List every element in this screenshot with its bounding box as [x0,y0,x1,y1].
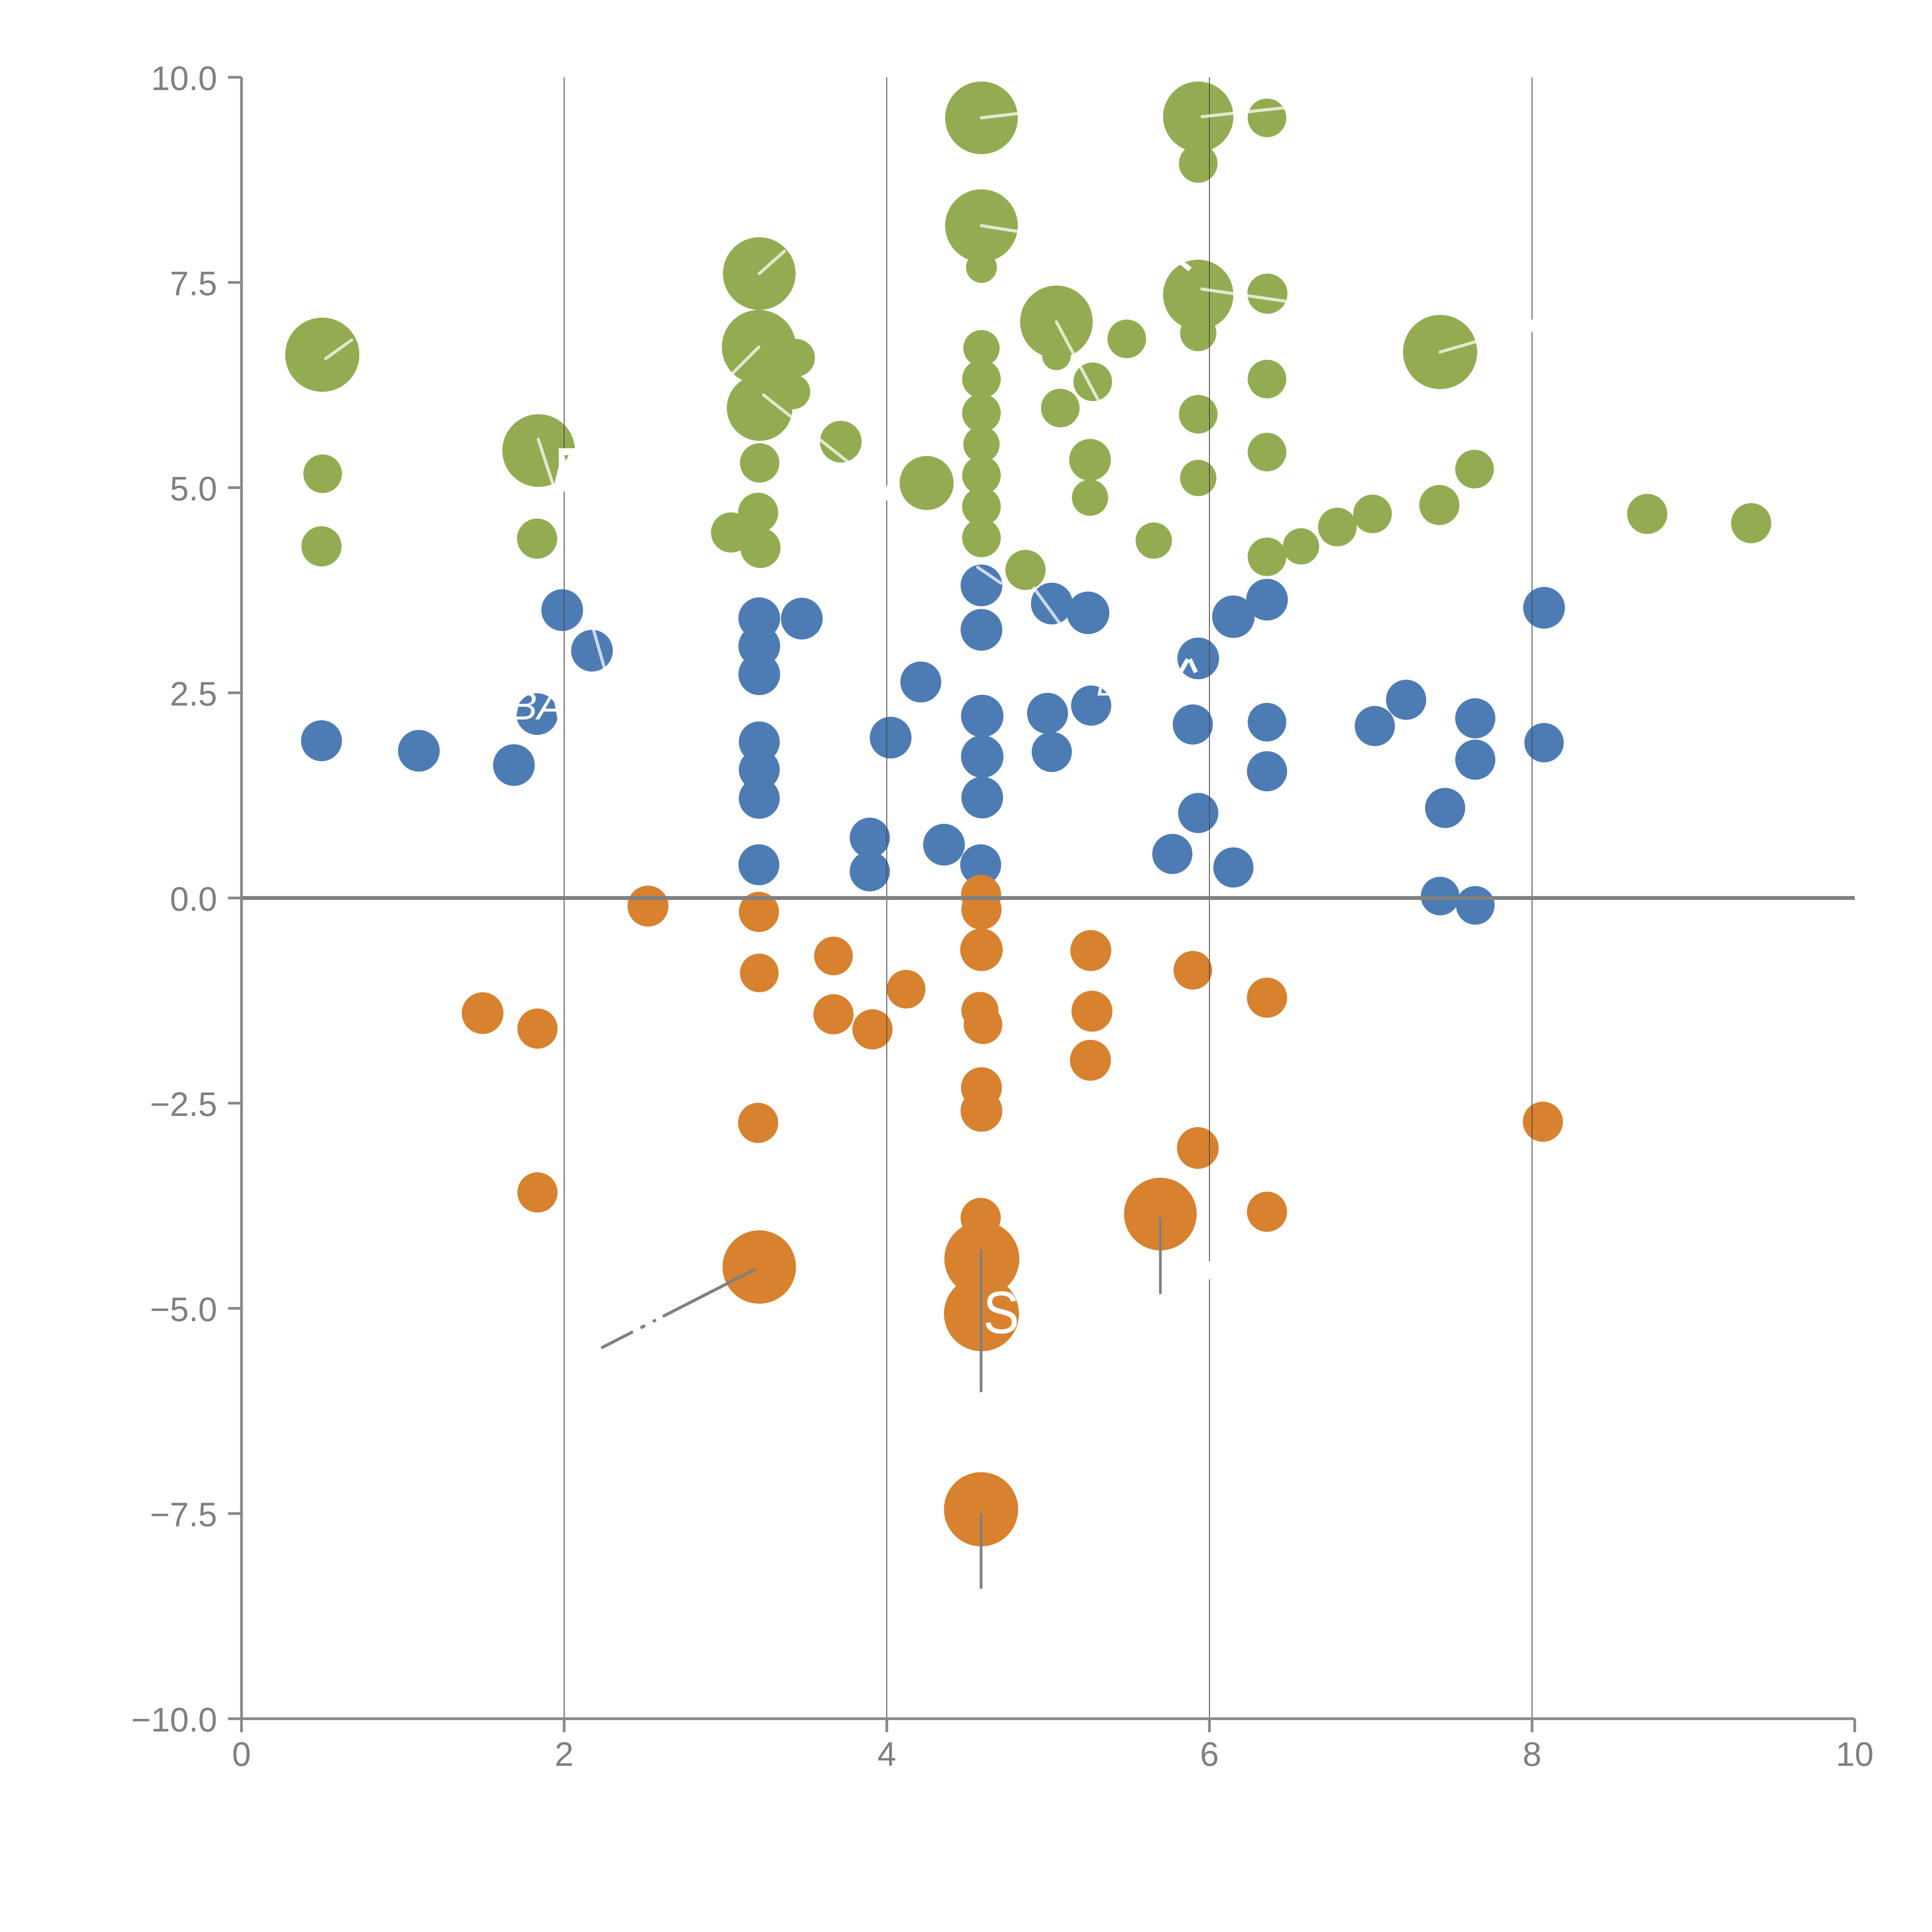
svg-text:2: 2 [555,1735,574,1773]
svg-text:5.0: 5.0 [170,469,217,508]
svg-text:7.5: 7.5 [170,264,217,303]
svg-text:−7.5: −7.5 [150,1495,217,1534]
svg-text:10.0: 10.0 [151,59,217,97]
svg-text:BA: BA [511,684,563,728]
svg-text:−5.0: −5.0 [150,1290,217,1328]
svg-text:6: 6 [1200,1735,1219,1773]
svg-text:0: 0 [232,1735,251,1773]
svg-text:L: L [1097,666,1115,702]
svg-text:10: 10 [1836,1735,1874,1773]
svg-text:S: S [983,1279,1019,1346]
svg-text:0.0: 0.0 [170,880,217,918]
svg-text:−2.5: −2.5 [150,1085,217,1123]
svg-text:8: 8 [1523,1735,1542,1773]
svg-text:2.5: 2.5 [170,675,217,713]
svg-text:4: 4 [878,1735,896,1773]
svg-text:−10.0: −10.0 [131,1701,217,1739]
